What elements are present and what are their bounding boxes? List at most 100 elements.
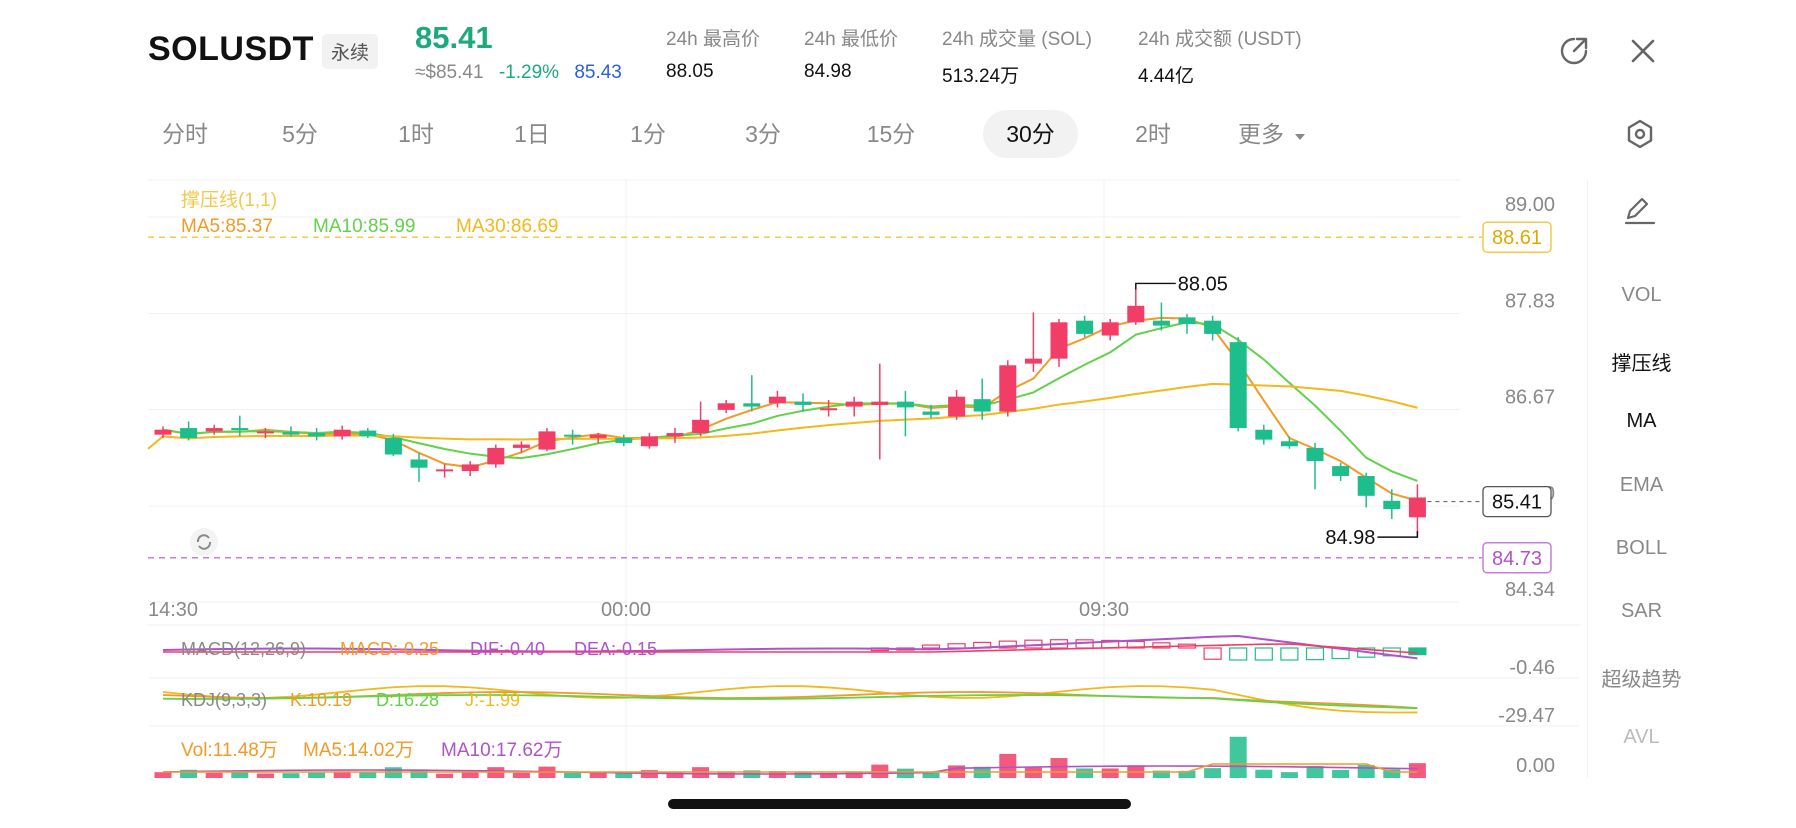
volume-bar xyxy=(1178,770,1196,778)
chart-settings-button[interactable] xyxy=(1623,117,1657,151)
macd-bar xyxy=(1229,647,1248,661)
candle-body xyxy=(1383,500,1401,510)
candle-body xyxy=(871,401,889,405)
indicator-ma[interactable]: MA xyxy=(1626,410,1657,432)
volume-bar xyxy=(512,772,530,778)
volume-bar xyxy=(845,771,863,778)
volume-bar xyxy=(180,769,198,778)
indicator-vol[interactable]: VOL xyxy=(1621,284,1662,306)
min-price-label: 84.98 xyxy=(1325,527,1375,549)
kdj-d: D:16.28 xyxy=(376,690,439,710)
volume-bar xyxy=(308,772,326,778)
candle-body xyxy=(410,459,428,468)
resistance-label-box xyxy=(1482,221,1552,253)
volume-bar xyxy=(615,772,633,778)
tab-1m[interactable]: 1分 xyxy=(630,121,666,147)
volume-bar xyxy=(794,772,812,778)
candle-body xyxy=(1255,429,1273,440)
vol-ma5-line xyxy=(163,763,1418,773)
candle-body xyxy=(999,365,1017,412)
volume-bar xyxy=(359,772,377,778)
volume-bar xyxy=(640,770,658,778)
volume-bar xyxy=(1255,769,1273,778)
fullscreen-rotate-icon[interactable] xyxy=(190,528,218,556)
symbol-title: SOLUSDT xyxy=(148,30,314,68)
tab-1d[interactable]: 1日 xyxy=(514,121,550,147)
tab-2h[interactable]: 2时 xyxy=(1135,121,1171,147)
tab-30m[interactable]: 30分 xyxy=(983,110,1078,158)
pencil-icon[interactable] xyxy=(1624,197,1656,225)
volume-bar xyxy=(461,771,479,778)
candle-body xyxy=(231,428,249,431)
macd-bar xyxy=(1203,647,1222,660)
y-tick-label: 84.34 xyxy=(1505,579,1555,601)
stat-24h-high: 24h 最高价 88.05 xyxy=(666,24,760,83)
volume-bar xyxy=(1332,769,1350,778)
indicator-supertrend[interactable]: 超级趋势 xyxy=(1601,669,1682,691)
volume-bar xyxy=(922,772,940,778)
macd-bar xyxy=(921,644,941,649)
volume-bar xyxy=(999,753,1017,778)
candle-body xyxy=(487,447,505,465)
volume-legend: Vol:11.48万 xyxy=(181,740,278,761)
candle-body xyxy=(640,436,658,447)
macd-bar xyxy=(998,640,1017,649)
header: SOLUSDT 永续 85.41 ≈$85.41 -1.29% 85.43 24… xyxy=(0,0,1796,100)
macd-bar xyxy=(947,643,966,649)
kdj-j-line xyxy=(162,685,1418,714)
candle-body xyxy=(359,430,377,437)
max-marker-line xyxy=(1135,282,1176,290)
stat-24h-volume: 24h 成交量 (SOL) 513.24万 xyxy=(942,24,1092,88)
tab-fen-shi[interactable]: 分时 xyxy=(162,121,208,147)
stat-value: 513.24万 xyxy=(942,66,1020,87)
volume-bar xyxy=(1357,764,1375,778)
legend-ma5: MA5:85.37 xyxy=(181,216,273,237)
stat-label: 24h 最低价 xyxy=(804,29,898,50)
candle-body xyxy=(717,403,735,410)
volume-bar xyxy=(1383,769,1401,778)
price-subline: ≈$85.41 -1.29% 85.43 xyxy=(415,62,632,84)
candle-body xyxy=(743,403,761,407)
candle-body xyxy=(820,408,838,411)
candle-body xyxy=(1332,466,1350,476)
kdj-tick: -29.47 xyxy=(1498,705,1555,727)
volume-bar xyxy=(1152,770,1170,778)
candle-body xyxy=(538,431,556,450)
indicator-boll[interactable]: BOLL xyxy=(1615,537,1668,559)
close-button[interactable] xyxy=(1626,34,1660,68)
contract-type-badge: 永续 xyxy=(322,34,379,69)
tab-1h[interactable]: 1时 xyxy=(398,121,434,147)
volume-bar xyxy=(282,773,300,778)
resistance-label: 88.61 xyxy=(1492,227,1542,249)
tab-5m[interactable]: 5分 xyxy=(282,121,318,147)
candle-body xyxy=(896,401,914,408)
volume-bar xyxy=(1101,768,1119,778)
candle-body xyxy=(1229,342,1247,429)
indicator-avl[interactable]: AVL xyxy=(1623,726,1660,748)
volume-bar xyxy=(666,772,684,778)
stat-value: 4.44亿 xyxy=(1138,66,1194,87)
volume-bar xyxy=(256,773,274,778)
candle-body xyxy=(1076,320,1094,334)
mark-price: 85.43 xyxy=(574,62,622,83)
x-tick-label: 09:30 xyxy=(1079,599,1129,621)
volume-ma10: MA10:17.62万 xyxy=(441,740,562,761)
candle-body xyxy=(948,396,966,417)
indicator-ema[interactable]: EMA xyxy=(1619,474,1664,496)
tab-3m[interactable]: 3分 xyxy=(745,121,781,147)
candle-body xyxy=(589,434,607,438)
candle-body xyxy=(922,411,940,415)
last-price-box xyxy=(1482,485,1552,518)
caret-down-icon xyxy=(1295,134,1306,140)
candle-body xyxy=(973,399,991,412)
indicator-support-resistance[interactable]: 撑压线 xyxy=(1611,353,1672,375)
candle-body xyxy=(461,464,479,472)
indicator-sar[interactable]: SAR xyxy=(1620,600,1663,622)
tab-more[interactable]: 更多 xyxy=(1238,110,1328,158)
share-button[interactable] xyxy=(1557,34,1591,68)
volume-bar xyxy=(436,773,454,778)
tab-15m[interactable]: 15分 xyxy=(866,121,916,147)
y-tick-label: 86.67 xyxy=(1505,387,1555,409)
volume-bar xyxy=(1408,763,1426,778)
